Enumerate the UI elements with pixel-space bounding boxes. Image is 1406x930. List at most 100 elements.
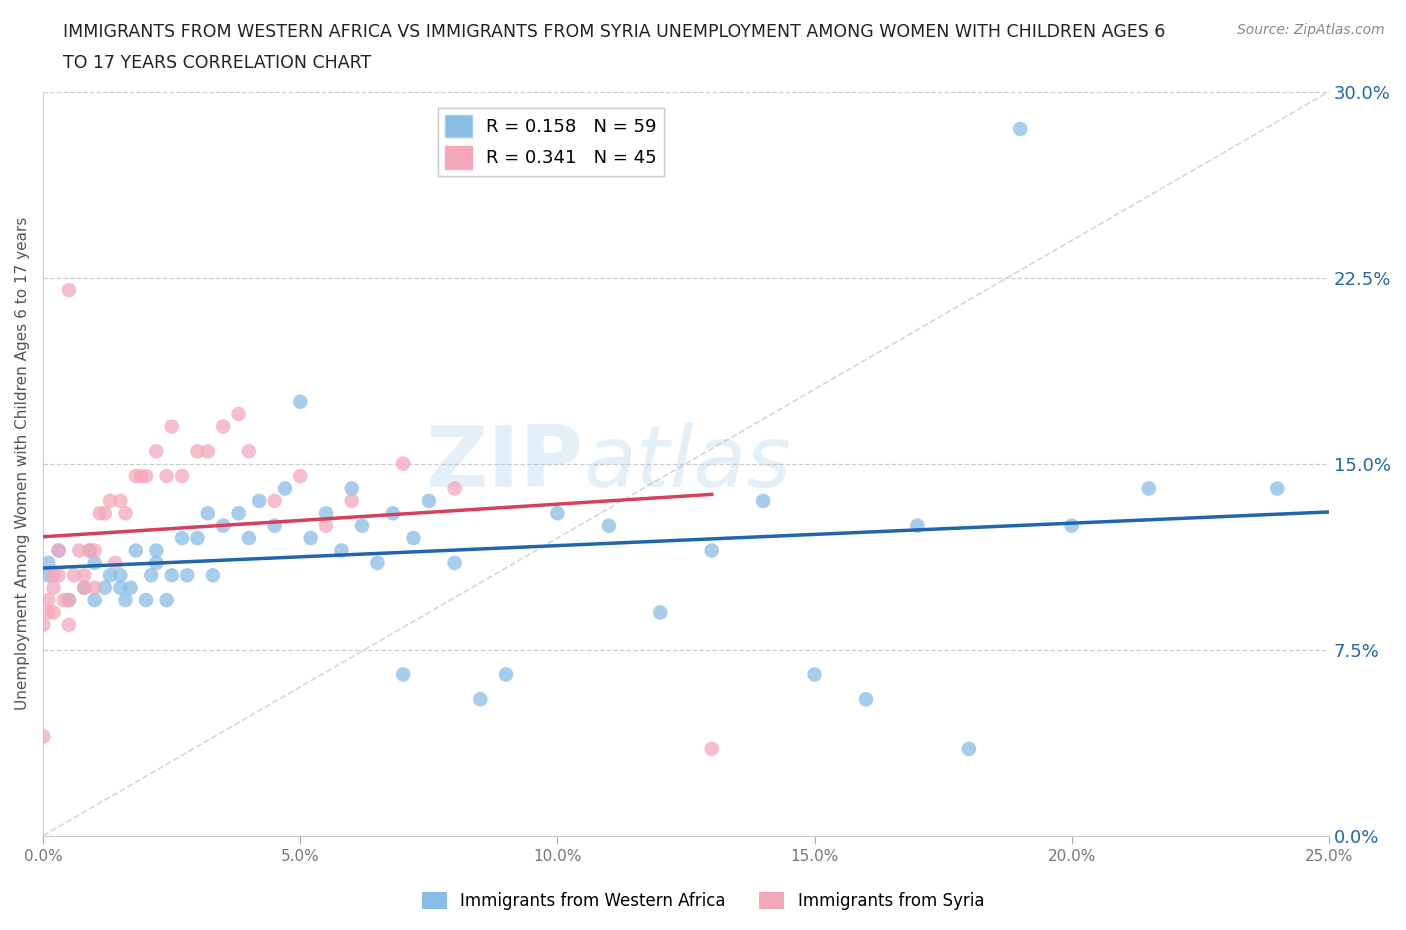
Point bbox=[274, 481, 297, 496]
Point bbox=[160, 568, 183, 583]
Point bbox=[238, 531, 260, 546]
Point bbox=[32, 729, 55, 744]
Point bbox=[263, 494, 285, 509]
Point bbox=[125, 543, 148, 558]
Point bbox=[700, 543, 723, 558]
Point bbox=[1265, 481, 1288, 496]
Point bbox=[135, 469, 157, 484]
Point bbox=[186, 531, 208, 546]
Point bbox=[145, 555, 167, 570]
Point bbox=[37, 605, 59, 620]
Point bbox=[350, 518, 373, 533]
Point bbox=[37, 592, 59, 607]
Point bbox=[495, 667, 517, 682]
Y-axis label: Unemployment Among Women with Children Ages 6 to 17 years: Unemployment Among Women with Children A… bbox=[15, 217, 30, 711]
Point bbox=[186, 444, 208, 458]
Point bbox=[135, 592, 157, 607]
Point bbox=[58, 618, 80, 632]
Text: Source: ZipAtlas.com: Source: ZipAtlas.com bbox=[1237, 23, 1385, 37]
Point bbox=[340, 481, 363, 496]
Point bbox=[48, 543, 70, 558]
Point bbox=[98, 568, 121, 583]
Point bbox=[238, 444, 260, 458]
Point bbox=[98, 494, 121, 509]
Point bbox=[37, 568, 59, 583]
Point bbox=[89, 506, 111, 521]
Text: ZIP: ZIP bbox=[426, 422, 583, 505]
Point bbox=[330, 543, 353, 558]
Point bbox=[170, 469, 193, 484]
Point bbox=[79, 543, 101, 558]
Point bbox=[170, 531, 193, 546]
Point bbox=[155, 592, 177, 607]
Point bbox=[145, 543, 167, 558]
Point bbox=[315, 506, 337, 521]
Point bbox=[67, 543, 90, 558]
Legend: Immigrants from Western Africa, Immigrants from Syria: Immigrants from Western Africa, Immigran… bbox=[415, 885, 991, 917]
Point bbox=[114, 506, 136, 521]
Point bbox=[402, 531, 425, 546]
Point bbox=[201, 568, 224, 583]
Point bbox=[1010, 122, 1032, 137]
Point bbox=[52, 592, 75, 607]
Point bbox=[197, 506, 219, 521]
Point bbox=[212, 419, 235, 434]
Point bbox=[247, 494, 270, 509]
Point bbox=[42, 605, 65, 620]
Point bbox=[48, 568, 70, 583]
Point bbox=[855, 692, 877, 707]
Point bbox=[83, 555, 105, 570]
Point bbox=[957, 741, 980, 756]
Point bbox=[392, 457, 415, 472]
Text: IMMIGRANTS FROM WESTERN AFRICA VS IMMIGRANTS FROM SYRIA UNEMPLOYMENT AMONG WOMEN: IMMIGRANTS FROM WESTERN AFRICA VS IMMIGR… bbox=[63, 23, 1166, 41]
Point bbox=[83, 580, 105, 595]
Point bbox=[94, 580, 117, 595]
Point bbox=[58, 592, 80, 607]
Point bbox=[366, 555, 388, 570]
Point bbox=[73, 580, 96, 595]
Point bbox=[418, 494, 440, 509]
Point bbox=[263, 518, 285, 533]
Point bbox=[155, 469, 177, 484]
Point bbox=[37, 555, 59, 570]
Point bbox=[1137, 481, 1160, 496]
Point bbox=[110, 568, 132, 583]
Point bbox=[228, 406, 250, 421]
Point bbox=[650, 605, 672, 620]
Point bbox=[299, 531, 322, 546]
Point bbox=[94, 506, 117, 521]
Point bbox=[160, 419, 183, 434]
Point bbox=[197, 444, 219, 458]
Point bbox=[290, 469, 312, 484]
Point bbox=[443, 555, 465, 570]
Point bbox=[803, 667, 825, 682]
Point bbox=[228, 506, 250, 521]
Point bbox=[79, 543, 101, 558]
Point bbox=[73, 568, 96, 583]
Point bbox=[443, 481, 465, 496]
Point bbox=[340, 494, 363, 509]
Point bbox=[1060, 518, 1083, 533]
Point bbox=[315, 518, 337, 533]
Point bbox=[141, 568, 163, 583]
Point bbox=[110, 494, 132, 509]
Point bbox=[905, 518, 928, 533]
Point bbox=[32, 618, 55, 632]
Text: atlas: atlas bbox=[583, 422, 792, 505]
Point bbox=[752, 494, 775, 509]
Point bbox=[598, 518, 620, 533]
Point bbox=[176, 568, 198, 583]
Point bbox=[546, 506, 568, 521]
Point bbox=[145, 444, 167, 458]
Point bbox=[470, 692, 492, 707]
Point bbox=[83, 592, 105, 607]
Point bbox=[110, 580, 132, 595]
Point bbox=[42, 580, 65, 595]
Point bbox=[114, 592, 136, 607]
Point bbox=[700, 741, 723, 756]
Point bbox=[129, 469, 152, 484]
Point bbox=[58, 283, 80, 298]
Point bbox=[63, 568, 86, 583]
Point bbox=[212, 518, 235, 533]
Point bbox=[381, 506, 404, 521]
